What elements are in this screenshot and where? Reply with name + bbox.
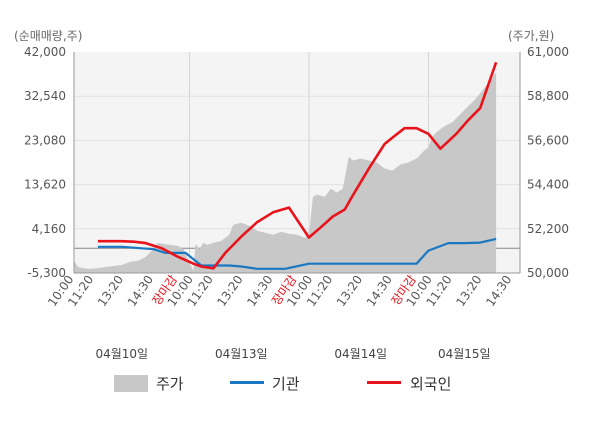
right-tick-label: 50,000 [527,266,569,280]
date-label: 04월13일 [215,347,268,361]
right-tick-label: 58,800 [527,89,569,103]
date-label: 04월15일 [438,347,491,361]
left-tick-label: -5,300 [27,266,66,280]
right-axis-unit: (주가,원) [508,29,554,43]
legend: 주가 기관 외국인 [114,375,451,393]
x-tick-label: 13:20 [334,273,365,309]
left-axis-ticks: 42,000 32,540 23,080 13,620 4,160 -5,300 [24,45,66,280]
right-tick-label: 54,400 [527,178,569,192]
x-tick-label: 13:20 [453,273,484,309]
left-tick-label: 13,620 [24,178,66,192]
date-label: 04월14일 [334,347,387,361]
series-lines-layer [97,61,498,270]
time-axis-ticks: 10:0011:2013:2014:30장마감10:0011:2013:2014… [45,273,514,309]
left-tick-label: 4,160 [32,222,66,236]
x-tick-label: 13:20 [95,273,126,309]
x-tick-label: 14:30 [364,273,395,309]
legend-swatch-foreigner [367,381,401,384]
x-tick-label: 14:30 [244,273,275,309]
left-tick-label: 42,000 [24,45,66,59]
left-tick-label: 23,080 [24,133,66,147]
right-tick-label: 56,600 [527,133,569,147]
left-tick-label: 32,540 [24,89,66,103]
institution-line [97,237,497,270]
legend-label-institution: 기관 [272,375,300,393]
legend-swatch-price [114,375,148,392]
price-area-layer [74,72,497,273]
legend-label-foreigner: 외국인 [410,375,451,393]
x-tick-label: 14:30 [125,273,156,309]
legend-label-price: 주가 [156,375,184,393]
axis-lines [73,52,521,274]
date-labels: 04월10일 04월13일 04월14일 04월15일 [95,347,490,361]
right-tick-label: 52,200 [527,222,569,236]
date-label: 04월10일 [95,347,148,361]
right-axis-ticks: 61,000 58,800 56,600 54,400 52,200 50,000 [527,45,569,280]
foreigner-line [97,61,498,270]
x-tick-label: 14:30 [483,273,514,309]
price-area [74,72,497,273]
left-axis-unit: (순매매량,주) [14,29,82,43]
x-tick-label: 13:20 [214,273,245,309]
right-tick-label: 61,000 [527,45,569,59]
legend-swatch-institution [230,381,264,384]
